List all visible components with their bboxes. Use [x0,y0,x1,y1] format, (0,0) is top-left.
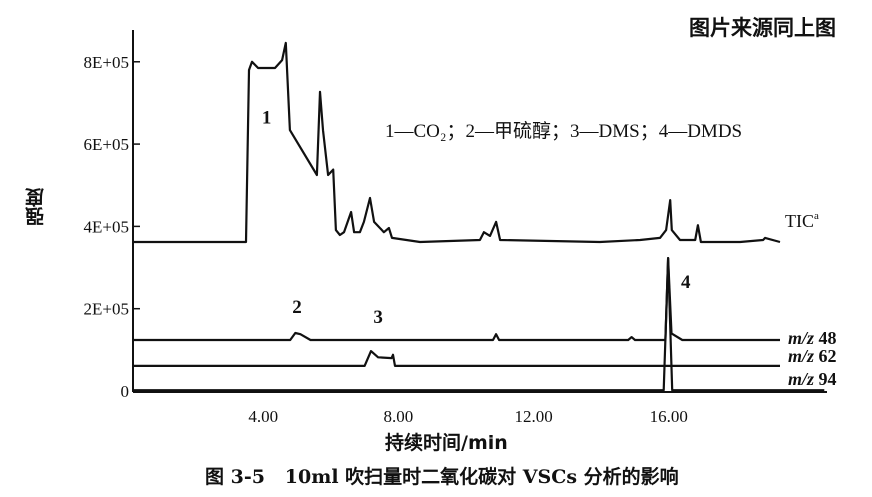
figure-caption: 图 3-5 10ml 吹扫量时二氧化碳对 VSCs 分析的影响 [205,466,679,488]
trace-m-z-94 [133,257,825,392]
peak-label: 2 [292,297,302,318]
y-tick-label: 8E+05 [84,53,129,72]
labels: TICa m/z 48m/z 62 m/z 94 1 2 3 4 [262,108,837,389]
x-tick-label: 16.00 [650,407,688,426]
trace-tic [133,41,781,244]
peak-label: 4 [681,272,691,293]
trace-m-z-48 [133,257,780,342]
traces [133,41,825,392]
y-tick-label: 4E+05 [84,217,129,236]
y-tick-label: 0 [121,382,130,401]
peak-label: 1 [262,108,272,129]
series-label: m/z 62 [788,346,837,366]
y-tick-label: 2E+05 [84,300,129,319]
x-tick-label: 12.00 [514,407,552,426]
x-tick-label: 4.00 [248,407,278,426]
series-label: TICa [785,210,819,231]
x-axis-label: 持续时间/min [385,432,508,454]
series-label: m/z 48 [788,328,837,348]
peak-label: 3 [373,307,383,328]
y-axis-label: 强度 [25,188,47,226]
trace-m-z-62 [133,350,780,367]
source-note: 图片来源同上图 [689,16,836,40]
series-label: m/z 94 [788,369,837,389]
y-tick-label: 6E+05 [84,135,129,154]
axes: 0 2E+05 4E+05 6E+05 8E+05 4.00 8.00 12.00 16.00 [84,30,827,426]
x-tick-label: 8.00 [384,407,414,426]
legend-text: 1—CO₂；2—甲硫醇；3—DMS；4—DMDS [385,121,743,142]
